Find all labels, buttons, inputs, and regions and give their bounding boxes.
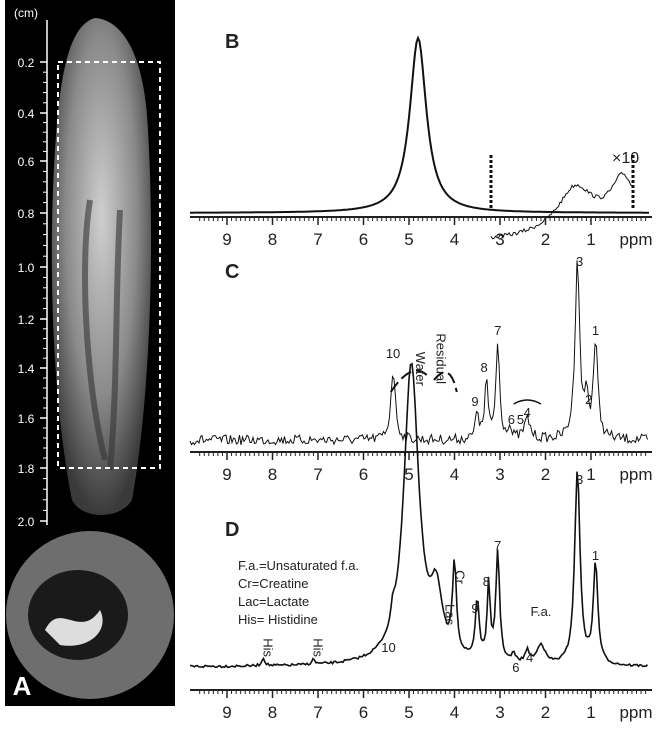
axis-tick-label: 6 xyxy=(359,703,368,722)
ruler-label: 1.6 xyxy=(18,412,35,426)
axis-tick-label: 2 xyxy=(541,703,550,722)
annotation: Lac xyxy=(442,604,457,625)
ruler-label: 0.4 xyxy=(18,107,35,121)
peak-label: 1 xyxy=(592,323,599,338)
axis-tick-label: 5 xyxy=(404,703,413,722)
panel-label: A xyxy=(13,671,32,701)
axis-tick-label: 8 xyxy=(268,703,277,722)
peak-label: 10 xyxy=(386,346,400,361)
roi-box xyxy=(57,61,161,469)
axis-tick-label: 1 xyxy=(586,465,595,484)
peak-label: 8 xyxy=(483,574,490,589)
axis-unit: ppm xyxy=(619,465,652,484)
peak-label: 3 xyxy=(576,254,583,269)
peak-label: 5 xyxy=(517,412,524,427)
axis-tick-label: 8 xyxy=(268,230,277,249)
water-arc xyxy=(389,369,458,393)
ruler-label: 2.0 xyxy=(18,515,35,529)
axis-tick-label: 7 xyxy=(313,230,322,249)
spectrum-zoom xyxy=(490,171,633,240)
peak-label: 7 xyxy=(494,323,501,338)
axis-tick-label: 1 xyxy=(586,230,595,249)
ruler-label: 0.6 xyxy=(18,155,35,169)
ruler-label: 1.4 xyxy=(18,362,35,376)
axis-tick-label: 7 xyxy=(313,703,322,722)
axis-tick-label: 3 xyxy=(495,465,504,484)
peak-label: 2 xyxy=(585,392,592,407)
axis-tick-label: 5 xyxy=(404,230,413,249)
ruler-label: 1.8 xyxy=(18,462,35,476)
panel-label: D xyxy=(225,519,239,541)
annotation: His xyxy=(260,638,275,657)
peak-label: 6 xyxy=(512,660,519,675)
ruler-unit: (cm) xyxy=(14,6,38,20)
axis-tick-label: 4 xyxy=(450,465,459,484)
peak-label: 4 xyxy=(526,650,533,665)
panel-label: B xyxy=(225,31,239,53)
legend-text: Lac=Lactate xyxy=(238,594,309,609)
axis-tick-label: 9 xyxy=(222,230,231,249)
axis-tick-label: 3 xyxy=(495,703,504,722)
axis-unit: ppm xyxy=(619,230,652,249)
peak-label: 8 xyxy=(480,360,487,375)
spectrum xyxy=(190,35,649,214)
peak-label: 6 xyxy=(508,412,515,427)
peak-bracket xyxy=(513,399,542,405)
panel-label: C xyxy=(225,261,239,283)
axis-tick-label: 6 xyxy=(359,465,368,484)
axis-tick-label: 6 xyxy=(359,230,368,249)
peak-label: 3 xyxy=(576,472,583,487)
mri-sagittal xyxy=(51,18,152,515)
annotation: Cr xyxy=(452,570,467,584)
ruler-label: 0.8 xyxy=(18,207,35,221)
ruler-label: 1.0 xyxy=(18,261,35,275)
peak-label: 9 xyxy=(471,394,478,409)
mri-structure xyxy=(82,199,123,471)
ruler-label: 0.2 xyxy=(18,56,35,70)
legend-text: His= Histidine xyxy=(238,612,318,627)
legend-text: F.a.=Unsaturated f.a. xyxy=(238,558,359,573)
spectrum xyxy=(189,260,648,446)
axis-tick-label: 3 xyxy=(495,230,504,249)
spectrum xyxy=(189,362,649,669)
peak-label: 1 xyxy=(592,548,599,563)
axis-tick-label: 2 xyxy=(541,465,550,484)
annotation: Water xyxy=(413,352,428,387)
legend-text: Cr=Creatine xyxy=(238,576,308,591)
axis-tick-label: 9 xyxy=(222,703,231,722)
axis-tick-label: 2 xyxy=(541,230,550,249)
peak-label: 9 xyxy=(471,601,478,616)
peak-label: 4 xyxy=(524,405,531,420)
axis-tick-label: 1 xyxy=(586,703,595,722)
peak-label: 7 xyxy=(494,538,501,553)
axis-tick-label: 5 xyxy=(404,465,413,484)
axis-unit: ppm xyxy=(619,703,652,722)
axis-tick-label: 7 xyxy=(313,465,322,484)
annotation: Residual xyxy=(433,333,448,384)
axis-tick-label: 9 xyxy=(222,465,231,484)
axis-tick-label: 4 xyxy=(450,230,459,249)
mri-axial-bright xyxy=(45,610,103,646)
mri-axial-inner xyxy=(28,570,128,660)
axis-tick-label: 4 xyxy=(450,703,459,722)
zoom-label: ×10 xyxy=(612,150,639,167)
ruler-label: 1.2 xyxy=(18,313,35,327)
annotation: His xyxy=(310,638,325,657)
annotation: F.a. xyxy=(530,604,551,619)
axis-tick-label: 8 xyxy=(268,465,277,484)
peak-label: 10 xyxy=(381,640,395,655)
